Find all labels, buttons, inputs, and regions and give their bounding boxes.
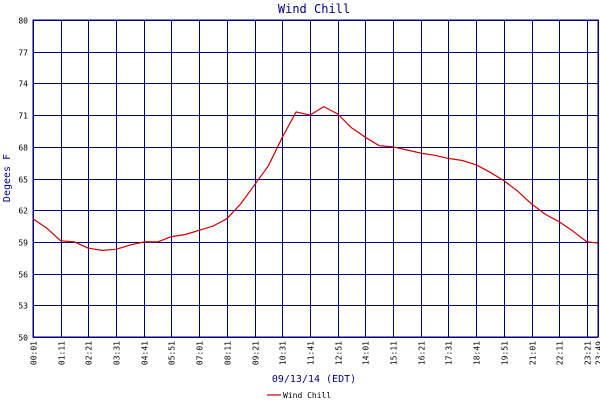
grid-lines — [33, 20, 599, 338]
x-tick-label: 23:21 — [584, 341, 593, 365]
x-axis-label: 09/13/14 (EDT) — [272, 374, 356, 385]
x-tick-label: 14:01 — [362, 341, 371, 365]
y-tick-label: 59 — [18, 239, 28, 248]
x-tick-label: 04:41 — [141, 341, 150, 365]
y-tick-label: 71 — [18, 112, 28, 121]
legend: Wind Chill — [267, 391, 331, 400]
y-tick-label: 74 — [18, 80, 28, 89]
y-axis-label: Degees F — [2, 154, 13, 202]
y-tick-label: 56 — [18, 271, 28, 280]
x-tick-label: 03:31 — [113, 341, 122, 365]
y-tick-label: 68 — [18, 144, 28, 153]
x-tick-label: 00:01 — [30, 341, 39, 365]
x-tick-label: 02:21 — [85, 341, 94, 365]
x-tick-label: 08:11 — [224, 341, 233, 365]
y-tick-labels: 50 53 56 59 62 65 68 71 74 77 80 — [18, 17, 28, 343]
y-tick-label: 62 — [18, 207, 28, 216]
x-tick-label: 22:11 — [556, 341, 565, 365]
y-tick-label: 53 — [18, 302, 28, 311]
x-tick-label: 16:21 — [418, 341, 427, 365]
x-tick-label: 11:41 — [307, 341, 316, 365]
plot-area — [32, 19, 599, 338]
y-tick-label: 80 — [18, 17, 28, 26]
chart-title: Wind Chill — [278, 2, 350, 16]
x-tick-label: 21:01 — [529, 341, 538, 365]
series-line-wind-chill — [32, 105, 599, 251]
y-tick-label: 50 — [18, 334, 28, 343]
series-layer — [32, 105, 599, 251]
x-tick-label: 10:31 — [279, 341, 288, 365]
x-tick-label: 15:11 — [390, 341, 399, 365]
x-tick-label: 01:11 — [58, 341, 67, 365]
y-tick-label: 77 — [18, 49, 28, 58]
x-tick-label: 07:01 — [196, 341, 205, 365]
x-tick-label: 17:31 — [445, 341, 454, 365]
y-tick-label: 65 — [18, 176, 28, 185]
legend-label: Wind Chill — [283, 391, 331, 400]
x-tick-label: 09:21 — [252, 341, 261, 365]
x-tick-label: 12:51 — [335, 341, 344, 365]
x-tick-labels: 00:01 01:11 02:21 03:31 04:41 05:51 07:01 08:11… — [30, 341, 600, 365]
x-tick-label: 23:49 — [595, 341, 600, 365]
x-tick-label: 05:51 — [168, 341, 177, 365]
x-tick-label: 18:41 — [473, 341, 482, 365]
x-tick-label: 19:51 — [501, 341, 510, 365]
